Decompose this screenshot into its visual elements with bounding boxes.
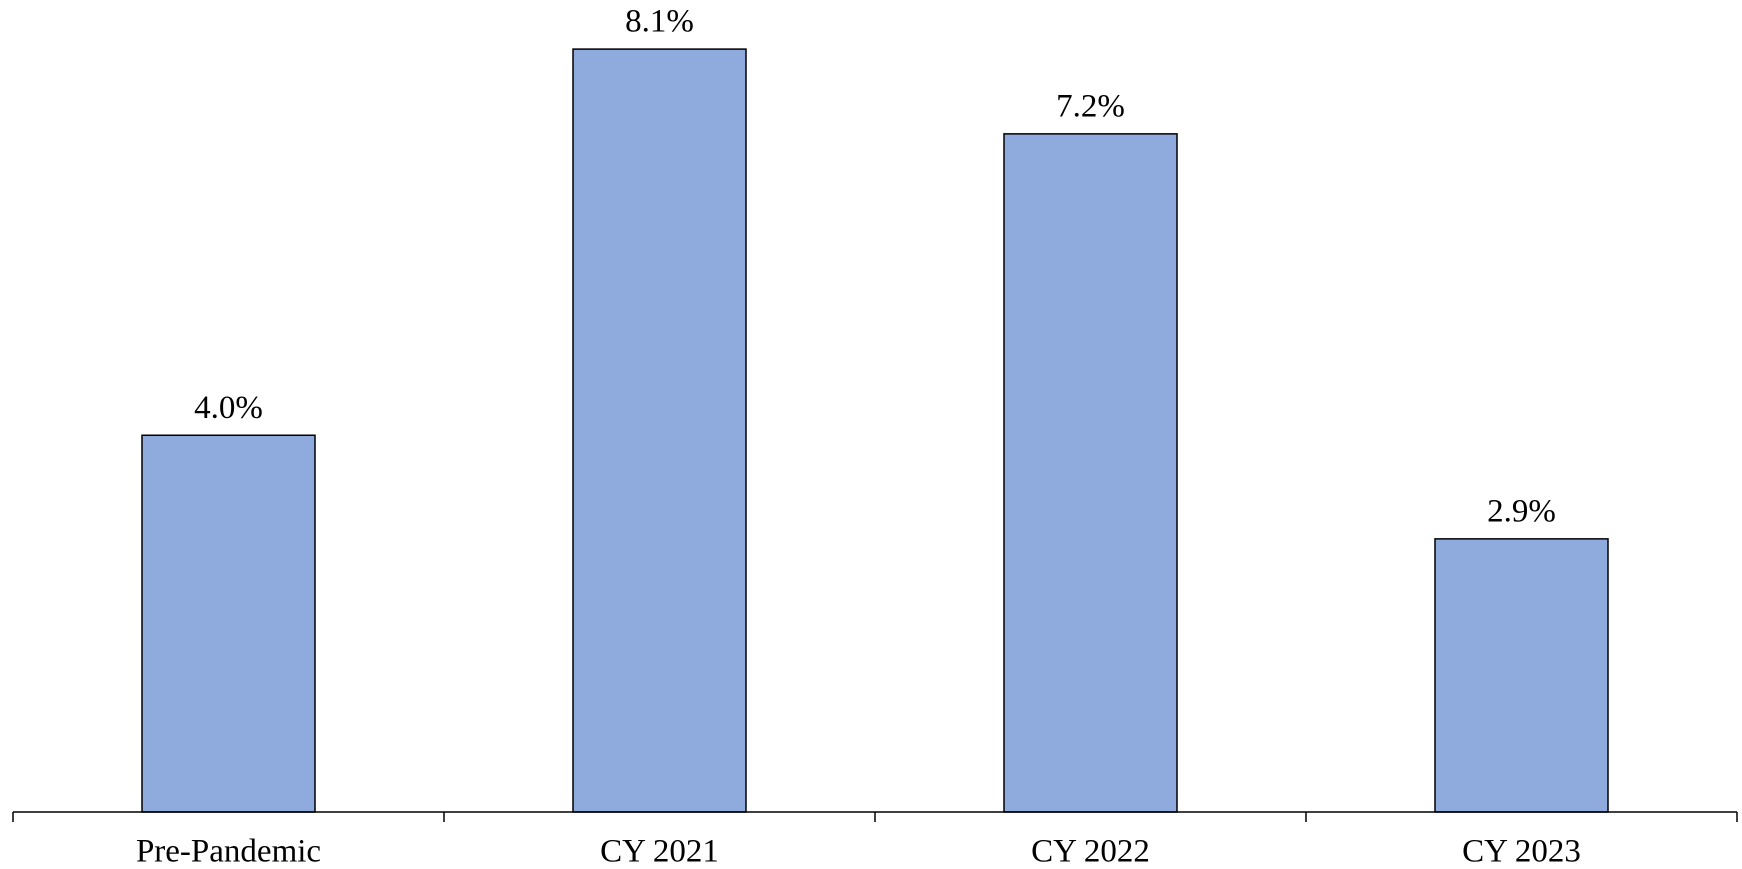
bar: [1434, 538, 1609, 813]
value-label: 4.0%: [194, 390, 263, 426]
x-tick-label: Pre-Pandemic: [136, 834, 321, 869]
value-label: 8.1%: [625, 4, 694, 40]
bar: [141, 434, 316, 813]
value-label: 7.2%: [1056, 88, 1125, 124]
bar: [1003, 133, 1178, 813]
value-label: 2.9%: [1487, 493, 1556, 529]
bar: [572, 48, 747, 813]
x-tick-label: CY 2023: [1462, 834, 1581, 869]
x-tick-label: CY 2022: [1031, 834, 1150, 869]
x-tick-label: CY 2021: [600, 834, 719, 869]
